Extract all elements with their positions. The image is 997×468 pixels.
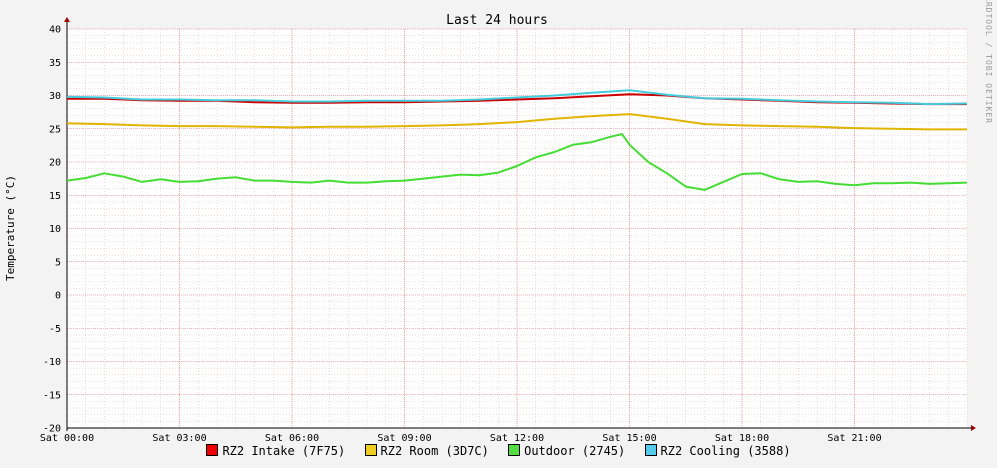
x-tick-label: Sat 15:00 — [602, 433, 656, 444]
legend-item-cooling: RZ2 Cooling (3588) — [644, 444, 791, 458]
y-tick-label: 35 — [49, 58, 61, 69]
legend-item-intake: RZ2 Intake (7F75) — [206, 444, 345, 458]
y-tick-label: 5 — [55, 257, 61, 268]
x-tick-label: Sat 03:00 — [152, 433, 206, 444]
y-axis-arrow — [64, 17, 70, 22]
x-tick-label: Sat 09:00 — [377, 433, 431, 444]
legend-item-room: RZ2 Room (3D7C) — [364, 444, 489, 458]
y-tick-label: 20 — [49, 158, 61, 169]
legend-swatch — [644, 444, 657, 456]
legend-label: Outdoor (2745) — [524, 444, 626, 458]
y-tick-label: 0 — [55, 291, 61, 302]
y-tick-label: 15 — [49, 191, 61, 202]
y-tick-label: -20 — [43, 424, 61, 435]
series-line-outdoor — [66, 133, 968, 191]
series-line-room — [66, 113, 967, 131]
x-tick-label: Sat 12:00 — [490, 433, 544, 444]
y-axis-label: Temperature (°C) — [4, 175, 17, 281]
legend-item-outdoor: Outdoor (2745) — [508, 444, 625, 458]
y-tick-label: 30 — [49, 91, 61, 102]
x-axis-arrow — [971, 425, 976, 431]
rrdtool-watermark: RRDTOOL / TOBI OETIKER — [984, 0, 993, 124]
y-tick-label: 40 — [49, 25, 61, 36]
y-tick-label: -5 — [49, 324, 61, 335]
y-tick-label: 10 — [49, 224, 61, 235]
chart-legend: RZ2 Intake (7F75) RZ2 Room (3D7C) Outdoo… — [0, 444, 997, 458]
y-tick-label: 25 — [49, 124, 61, 135]
x-tick-label: Sat 06:00 — [265, 433, 319, 444]
legend-label: RZ2 Cooling (3588) — [660, 444, 791, 458]
y-tick-label: -15 — [43, 390, 61, 401]
x-tick-label: Sat 21:00 — [827, 433, 881, 444]
y-tick-label: -10 — [43, 357, 61, 368]
series-line-cooling — [66, 89, 968, 106]
chart-title: Last 24 hours — [446, 13, 548, 28]
legend-label: RZ2 Intake (7F75) — [222, 444, 346, 458]
x-tick-label: Sat 00:00 — [40, 433, 94, 444]
legend-swatch — [206, 444, 219, 456]
legend-swatch — [364, 444, 377, 456]
x-tick-label: Sat 18:00 — [715, 433, 769, 444]
legend-label: RZ2 Room (3D7C) — [380, 444, 489, 458]
legend-swatch — [508, 444, 521, 456]
